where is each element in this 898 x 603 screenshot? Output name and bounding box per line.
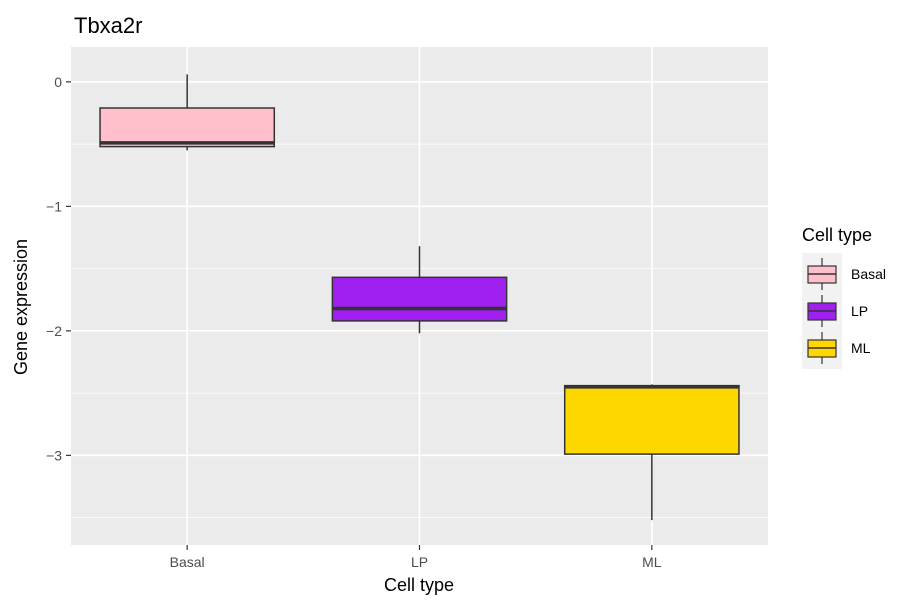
legend-entry-ml: ML [807,332,871,364]
x-tick-label: ML [642,554,662,570]
legend: Cell type Basal LP ML [802,225,886,369]
y-axis-ticks: 0 −1 −2 −3 [46,74,71,463]
x-axis-ticks: Basal LP ML [170,545,662,570]
box-body [99,107,276,148]
y-tick-label: −1 [46,198,62,214]
boxes [99,74,740,521]
x-tick-label: Basal [170,554,205,570]
y-axis-title: Gene expression [11,239,31,375]
legend-label: Basal [851,266,886,282]
box-body [331,276,508,322]
x-axis-title: Cell type [384,575,454,595]
box-lp [331,246,508,334]
legend-label: ML [851,340,871,356]
legend-title: Cell type [802,225,872,245]
x-tick-label: LP [411,554,428,570]
chart-title: Tbxa2r [74,13,142,38]
box-body [563,384,740,455]
legend-entry-basal: Basal [807,258,886,290]
y-tick-label: 0 [54,74,62,90]
y-tick-label: −3 [46,447,62,463]
legend-label: LP [851,303,868,319]
legend-entry-lp: LP [807,295,868,327]
box-ml [563,384,740,521]
box-basal [99,74,276,151]
y-tick-label: −2 [46,323,62,339]
